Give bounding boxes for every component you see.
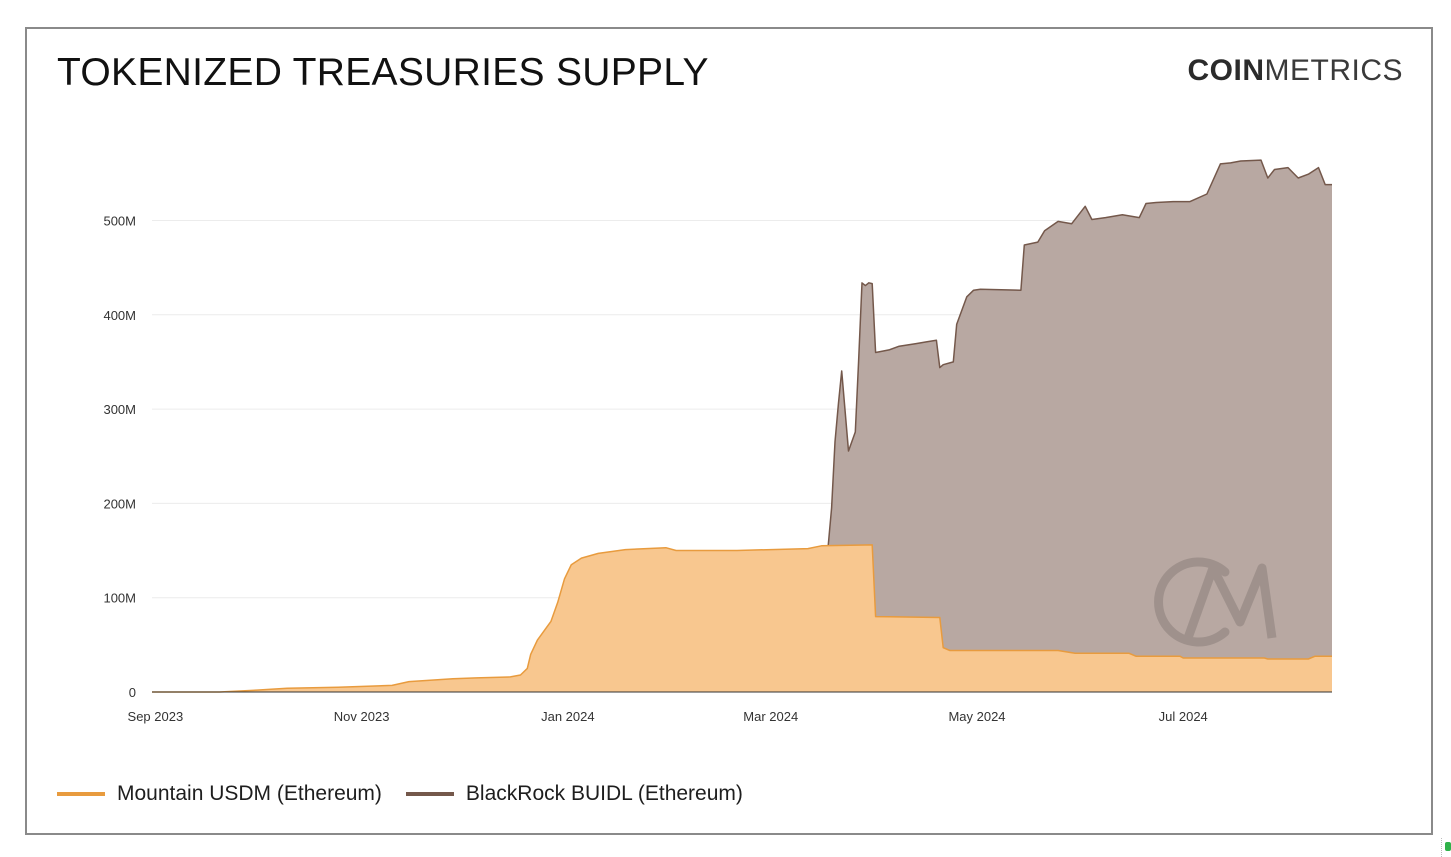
legend-label-buidl: BlackRock BUIDL (Ethereum) (465, 782, 743, 805)
x-tick-label: Jan 2024 (541, 709, 595, 724)
corner-marker (1441, 838, 1451, 857)
y-tick-label: 300M (103, 402, 136, 417)
buidl-area (828, 160, 1332, 659)
legend-label-usdm: Mountain USDM (Ethereum) (117, 782, 382, 805)
usdm-area (152, 544, 1332, 692)
x-tick-label: Jul 2024 (1159, 709, 1208, 724)
brand-logo-light: METRICS (1264, 54, 1403, 87)
x-tick-label: Sep 2023 (128, 709, 184, 724)
y-tick-label: 400M (103, 308, 136, 323)
y-tick-label: 200M (103, 496, 136, 511)
area-series (152, 159, 1332, 693)
chart-legend: Mountain USDM (Ethereum) BlackRock BUIDL… (57, 782, 767, 806)
buidl-line (827, 159, 1332, 546)
legend-swatch-buidl (405, 792, 454, 796)
chart-axes: 0 100M 200M 300M 400M 500M Sep 2023 Nov 2023 Jan… (103, 213, 1332, 724)
chart-title: TOKENIZED TREASURIES SUPPLY (57, 51, 709, 94)
x-tick-label: May 2024 (948, 709, 1005, 724)
x-tick-label: Mar 2024 (743, 709, 798, 724)
legend-swatch-usdm (57, 792, 105, 796)
brand-logo-bold: COIN (1187, 54, 1265, 87)
x-tick-label: Nov 2023 (334, 709, 390, 724)
corner-marker-icon (1445, 842, 1451, 851)
brand-logo: COINMETRICS (1188, 54, 1404, 88)
y-tick-label: 500M (103, 213, 136, 228)
legend-item-usdm: Mountain USDM (Ethereum) (57, 782, 382, 806)
y-tick-label: 0 (129, 685, 136, 700)
cm-watermark (1154, 557, 1277, 647)
usdm-line (152, 544, 1332, 693)
y-tick-label: 100M (103, 591, 136, 606)
legend-item-buidl: BlackRock BUIDL (Ethereum) (405, 782, 743, 806)
